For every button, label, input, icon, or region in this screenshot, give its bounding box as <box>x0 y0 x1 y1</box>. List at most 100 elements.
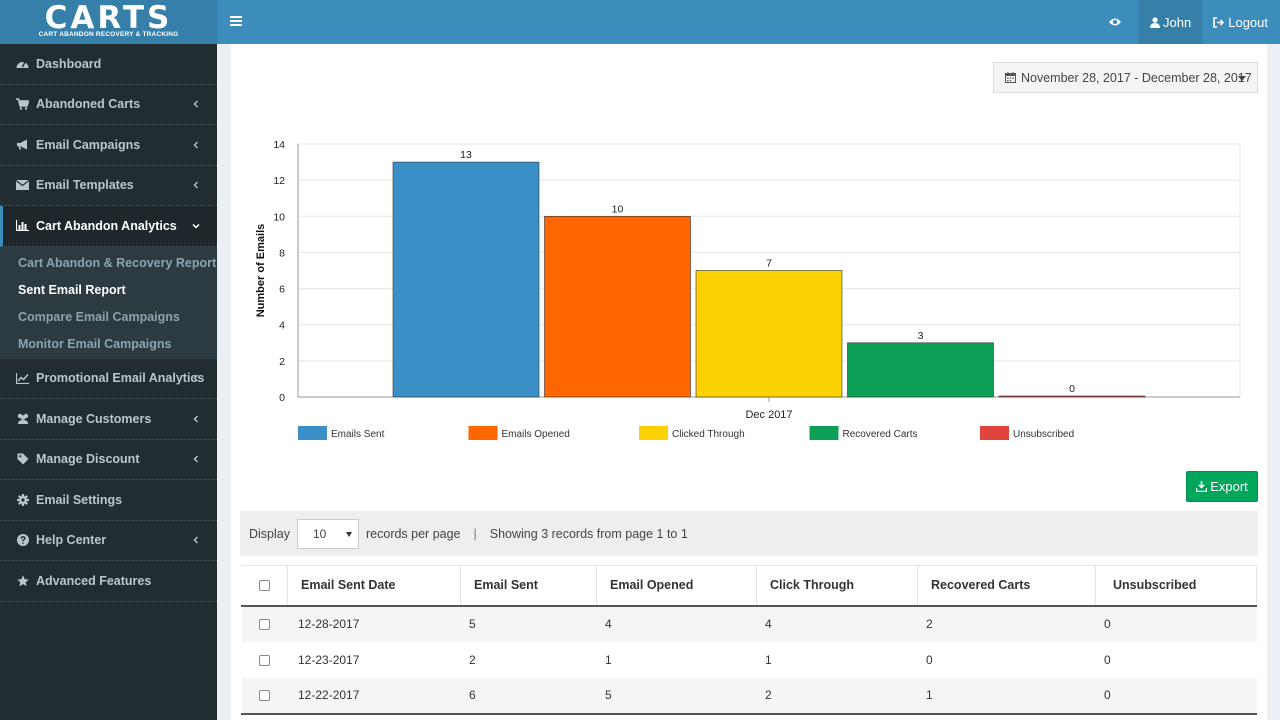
logout-label: Logout <box>1228 14 1268 30</box>
legend-label: Clicked Through <box>672 429 745 440</box>
star-icon <box>15 574 30 587</box>
select-all-header <box>241 565 288 607</box>
toolbar-separator: | <box>473 526 477 541</box>
sidebar-item-cart-abandon-analytics[interactable]: Cart Abandon Analytics <box>0 206 217 247</box>
col-header-email-opened[interactable]: Email Opened <box>596 565 757 607</box>
sidebar-toggle-icon[interactable] <box>230 14 242 28</box>
date-range-label: November 28, 2017 - December 28, 2017 <box>1021 70 1252 85</box>
select-all-checkbox[interactable] <box>258 580 270 592</box>
x-tick-label: Dec 2017 <box>745 409 792 421</box>
cell-unsubscribed: 0 <box>1095 605 1257 642</box>
bar-chart-icon <box>15 219 30 232</box>
y-axis-title: Number of Emails <box>255 224 267 318</box>
row-checkbox[interactable] <box>259 654 270 666</box>
col-header-recovered-carts[interactable]: Recovered Carts <box>917 565 1096 607</box>
submenu-item-compare-campaigns[interactable]: Compare Email Campaigns <box>18 309 180 324</box>
sidebar-item-label: Email Templates <box>36 178 134 193</box>
sidebar-item-advanced-features[interactable]: Advanced Features <box>0 561 217 602</box>
sidebar-item-label: Cart Abandon Analytics <box>36 218 177 233</box>
sidebar-item-promotional-analytics[interactable]: Promotional Email Analytics <box>0 359 217 399</box>
col-header-date[interactable]: Email Sent Date <box>287 565 461 607</box>
tag-icon <box>15 453 30 466</box>
user-name: John <box>1163 14 1192 30</box>
table-header-row: Email Sent Date Email Sent Email Opened … <box>241 565 1257 607</box>
preview-eye-button[interactable] <box>1094 0 1139 44</box>
row-checkbox[interactable] <box>259 690 270 702</box>
row-select-cell <box>242 642 288 678</box>
sidebar-item-email-templates[interactable]: Email Templates <box>0 166 217 206</box>
records-summary: Showing 3 records from page 1 to 1 <box>489 526 688 541</box>
col-header-unsubscribed[interactable]: Unsubscribed <box>1095 565 1257 607</box>
bar <box>847 342 994 398</box>
line-chart-icon <box>15 372 30 385</box>
records-per-page-label: records per page <box>366 526 461 541</box>
table-row: 12-23-2017 2 1 1 0 0 <box>242 642 1257 678</box>
caret-down-icon <box>346 531 352 537</box>
y-tick-label: 12 <box>273 175 285 187</box>
bullhorn-icon <box>15 138 30 151</box>
submenu-item-sent-email-report[interactable]: Sent Email Report <box>18 282 126 297</box>
y-tick-label: 8 <box>279 247 285 259</box>
cell-date: 12-22-2017 <box>287 677 461 715</box>
legend-swatch <box>468 426 498 440</box>
cell-email-sent: 2 <box>469 652 476 667</box>
sidebar-item-label: Promotional Email Analytics <box>36 371 205 386</box>
chevron-left-icon <box>193 100 198 108</box>
cell-unsubscribed: 0 <box>1104 652 1111 667</box>
cell-click-through: 2 <box>756 677 918 715</box>
y-tick-label: 0 <box>279 392 285 404</box>
bar-data-label: 0 <box>1069 383 1075 395</box>
envelope-icon <box>15 179 30 192</box>
sidebar-item-help-center[interactable]: Help Center <box>0 521 217 561</box>
y-tick-label: 2 <box>279 356 285 368</box>
cell-date: 12-28-2017 <box>287 605 461 642</box>
bar <box>998 395 1146 398</box>
bar-data-label: 13 <box>460 149 472 161</box>
sidebar-item-email-settings[interactable]: Email Settings <box>0 480 217 521</box>
export-label: Export <box>1210 479 1248 494</box>
users-icon <box>15 412 30 425</box>
logout-button[interactable]: Logout <box>1202 0 1280 44</box>
col-header-email-sent[interactable]: Email Sent <box>460 565 597 607</box>
cell-email-sent: 6 <box>460 677 597 715</box>
row-checkbox[interactable] <box>259 619 270 631</box>
y-tick-label: 10 <box>273 211 285 223</box>
sidebar-item-manage-discount[interactable]: Manage Discount <box>0 440 217 480</box>
bar-data-label: 3 <box>918 330 924 342</box>
download-icon <box>1196 481 1208 492</box>
legend-swatch <box>639 426 668 440</box>
legend-label: Emails Opened <box>502 429 570 440</box>
cell-recovered-carts: 0 <box>926 652 933 667</box>
user-menu-button[interactable]: John <box>1139 0 1203 44</box>
cell-email-opened: 1 <box>605 652 612 667</box>
records-per-page-select[interactable]: 10 <box>297 518 359 549</box>
sidebar-item-label: Email Settings <box>36 492 123 507</box>
cell-email-sent: 5 <box>460 605 597 642</box>
sidebar-item-email-campaigns[interactable]: Email Campaigns <box>0 125 217 166</box>
chevron-left-icon <box>193 415 198 423</box>
export-button[interactable]: Export <box>1186 471 1258 502</box>
analytics-submenu: Cart Abandon & Recovery Report Sent Emai… <box>0 246 217 359</box>
records-per-page-value: 10 <box>313 526 327 541</box>
brand-logo[interactable]: CARTS CART ABANDON RECOVERY & TRACKING <box>0 0 217 44</box>
cell-recovered-carts: 1 <box>917 677 1096 715</box>
bar-data-label: 7 <box>766 258 772 270</box>
top-nav-menu: John Logout <box>1094 0 1280 44</box>
table-row: 12-22-2017 6 5 2 1 0 <box>241 677 1257 715</box>
cell-date: 12-23-2017 <box>298 652 360 667</box>
sidebar-item-manage-customers[interactable]: Manage Customers <box>0 399 217 440</box>
sidebar-item-dashboard[interactable]: Dashboard <box>0 44 217 85</box>
sidebar-item-abandoned-carts[interactable]: Abandoned Carts <box>0 85 217 125</box>
submenu-item-monitor-campaigns[interactable]: Monitor Email Campaigns <box>18 336 172 351</box>
user-icon <box>1150 16 1161 28</box>
table-row: 12-28-2017 5 4 4 2 0 <box>241 605 1257 642</box>
records-toolbar: Display 10 records per page | Showing 3 … <box>240 511 1258 556</box>
date-range-picker[interactable]: November 28, 2017 - December 28, 2017 <box>993 62 1258 93</box>
row-select-cell <box>241 605 288 642</box>
bar-data-label: 10 <box>612 203 624 215</box>
col-header-click-through[interactable]: Click Through <box>756 565 918 607</box>
submenu-item-recovery-report[interactable]: Cart Abandon & Recovery Report <box>18 255 217 270</box>
y-tick-label: 14 <box>273 139 285 151</box>
brand-tagline: CART ABANDON RECOVERY & TRACKING <box>38 31 179 38</box>
